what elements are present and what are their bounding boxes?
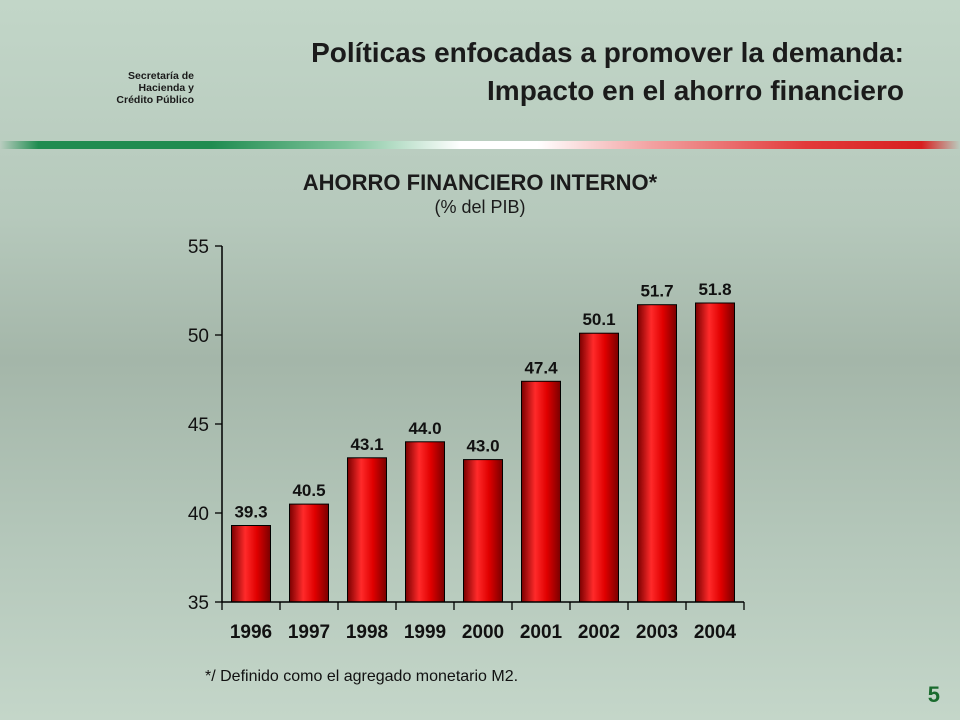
slide-title: Políticas enfocadas a promover la demand…: [200, 34, 904, 110]
y-tick-label-40: 40: [188, 504, 209, 525]
bar-1997: [289, 503, 329, 603]
x-tick-label-1998: 1998: [346, 622, 388, 643]
y-tick-label-55: 55: [188, 237, 209, 258]
slide-title-line-2: Impacto en el ahorro financiero: [487, 75, 904, 106]
x-tick-label-2002: 2002: [578, 622, 620, 643]
x-tick-label-2001: 2001: [520, 622, 563, 643]
data-label-1996: 39.3: [234, 503, 267, 522]
x-tick-label-2003: 2003: [636, 622, 678, 643]
chart-subtitle: (% del PIB): [434, 197, 526, 217]
y-tick-label-45: 45: [188, 415, 209, 436]
x-tick-label-1996: 1996: [230, 622, 272, 643]
data-label-2000: 43.0: [466, 437, 499, 456]
organization-name: Secretaría de Hacienda y Crédito Público: [84, 70, 194, 106]
bar-1999: [405, 441, 445, 603]
data-label-2001: 47.4: [524, 358, 558, 377]
slide-title-line-1: Políticas enfocadas a promover la demand…: [311, 37, 904, 68]
bar-2002: [579, 332, 619, 603]
x-tick-label-2000: 2000: [462, 622, 504, 643]
bar-1996: [231, 525, 271, 603]
x-tick-label-2004: 2004: [694, 622, 737, 643]
x-tick-label-1997: 1997: [288, 622, 330, 643]
organization-name-line: Hacienda y: [138, 82, 194, 94]
bar-2000: [463, 459, 503, 603]
data-label-2004: 51.8: [698, 280, 731, 299]
chart-title: AHORRO FINANCIERO INTERNO*: [302, 170, 658, 195]
y-tick-label-50: 50: [188, 326, 209, 347]
organization-name-line: Crédito Público: [116, 94, 194, 106]
data-label-1999: 44.0: [408, 419, 441, 438]
x-tick-label-1999: 1999: [404, 622, 446, 643]
bar-2004: [695, 302, 735, 603]
data-label-2002: 50.1: [582, 310, 615, 329]
footnote: */ Definido como el agregado monetario M…: [205, 668, 519, 685]
flag-color-divider: [0, 141, 960, 149]
bar-1998: [347, 457, 387, 603]
y-tick-label-35: 35: [188, 593, 209, 614]
data-label-1998: 43.1: [350, 435, 383, 454]
bar-2003: [637, 304, 677, 603]
page-number: 5: [927, 682, 940, 707]
data-label-1997: 40.5: [292, 481, 325, 500]
organization-name-line: Secretaría de: [128, 70, 194, 82]
bar-2001: [521, 380, 561, 603]
data-label-2003: 51.7: [640, 282, 673, 301]
